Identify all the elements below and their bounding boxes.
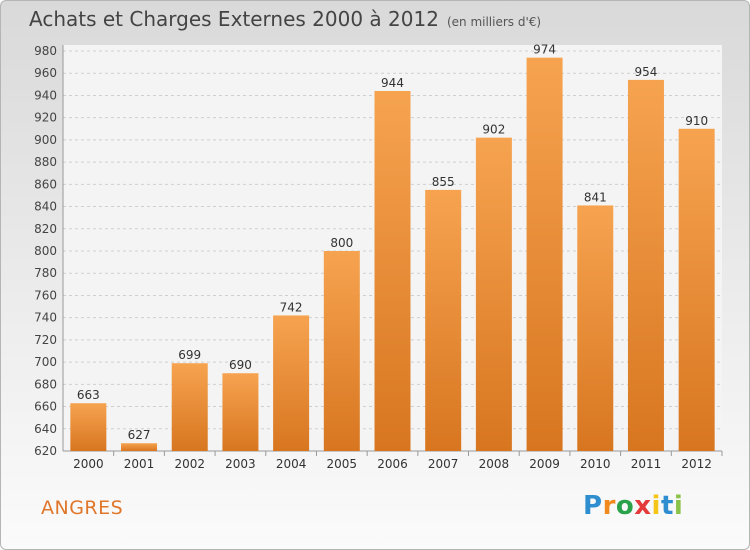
data-label-2008: 902 [482, 123, 505, 137]
y-tick-label: 980 [34, 44, 57, 58]
bar-2010 [577, 205, 614, 451]
x-tick-label-2007: 2007 [428, 457, 459, 471]
bar-2009 [526, 57, 563, 452]
y-tick-label: 740 [34, 311, 57, 325]
bar-2001 [121, 443, 158, 451]
data-label-2000: 663 [77, 388, 100, 402]
chart-unit: (en milliers d'€) [446, 15, 542, 29]
logo-letter: t [660, 491, 674, 521]
chart-title-text: Achats et Charges Externes 2000 à 2012 [29, 7, 439, 31]
x-tick-label-2002: 2002 [174, 457, 205, 471]
city-name: ANGRES [41, 497, 124, 519]
x-tick-label-2006: 2006 [377, 457, 408, 471]
chart-title: Achats et Charges Externes 2000 à 2012 (e… [29, 7, 541, 31]
y-tick-label: 960 [34, 66, 57, 80]
y-tick-label: 920 [34, 111, 57, 125]
y-tick-label: 800 [34, 244, 57, 258]
x-tick-label-2000: 2000 [73, 457, 104, 471]
logo-letter: r [602, 491, 616, 521]
data-label-2012: 910 [685, 114, 708, 128]
y-tick-label: 860 [34, 177, 57, 191]
x-tick-label-2004: 2004 [276, 457, 307, 471]
y-tick-label: 780 [34, 266, 57, 280]
y-tick-label: 940 [34, 88, 57, 102]
data-label-2006: 944 [381, 76, 404, 90]
logo-letter: o [615, 491, 635, 521]
y-tick-label: 660 [34, 400, 57, 414]
y-tick-label: 720 [34, 333, 57, 347]
bar-2005 [323, 251, 360, 451]
x-tick-label-2005: 2005 [327, 457, 358, 471]
x-tick-label-2012: 2012 [681, 457, 712, 471]
y-tick-label: 620 [34, 444, 57, 458]
data-label-2010: 841 [584, 190, 607, 204]
data-label-2007: 855 [432, 175, 455, 189]
bar-2011 [627, 79, 664, 451]
y-tick-label: 700 [34, 355, 57, 369]
x-tick-label-2009: 2009 [529, 457, 560, 471]
data-label-2002: 699 [178, 348, 201, 362]
bar-2003 [222, 373, 259, 451]
x-tick-label-2011: 2011 [631, 457, 662, 471]
data-label-2011: 954 [635, 65, 658, 79]
logo-letter: x [634, 491, 652, 521]
data-label-2003: 690 [229, 358, 252, 372]
y-tick-label: 820 [34, 222, 57, 236]
y-tick-label: 760 [34, 288, 57, 302]
bar-2007 [425, 189, 462, 451]
y-tick-label: 640 [34, 422, 57, 436]
bar-2004 [273, 315, 310, 451]
bar-2006 [374, 91, 411, 451]
bar-2002 [171, 363, 208, 451]
x-tick-label-2008: 2008 [479, 457, 510, 471]
logo-letter: i [673, 491, 684, 521]
x-tick-label-2001: 2001 [124, 457, 155, 471]
y-tick-label: 840 [34, 200, 57, 214]
data-label-2004: 742 [280, 300, 303, 314]
x-tick-label-2003: 2003 [225, 457, 256, 471]
logo-letter: i [651, 491, 661, 521]
y-tick-label: 880 [34, 155, 57, 169]
logo-letter: P [583, 491, 603, 521]
x-tick-label-2010: 2010 [580, 457, 611, 471]
y-tick-label: 680 [34, 377, 57, 391]
data-label-2005: 800 [330, 236, 353, 250]
data-label-2001: 627 [128, 428, 151, 442]
y-tick-label: 900 [34, 133, 57, 147]
proxiti-logo: Proxiti [583, 491, 683, 521]
bar-2012 [678, 128, 715, 451]
bar-2008 [475, 137, 512, 451]
bar-2000 [70, 403, 107, 451]
data-label-2009: 974 [533, 43, 556, 57]
